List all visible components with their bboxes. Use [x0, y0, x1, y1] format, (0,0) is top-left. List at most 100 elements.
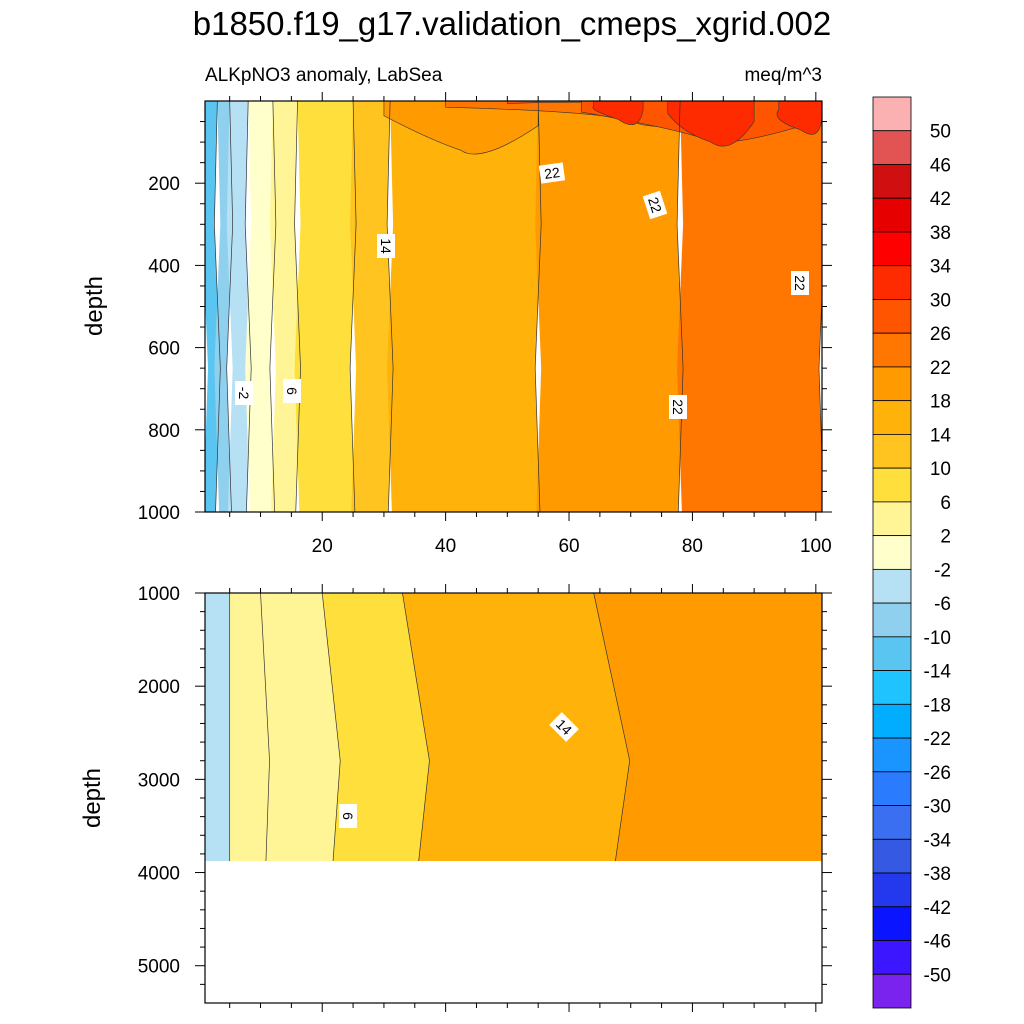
upper-contour-line [386, 101, 394, 512]
contour-label: 22 [642, 190, 668, 220]
colorbar-swatch [872, 467, 912, 503]
lower-contour-line [402, 593, 430, 861]
upper-contour-line [676, 101, 684, 512]
colorbar-swatch [872, 400, 912, 435]
contour-label-text: 22 [645, 195, 665, 215]
contour-label-box [791, 271, 809, 295]
upper-contour-labels: 22 22 14 22 -2 6 22 [235, 162, 809, 419]
colorbar-label: -46 [924, 932, 951, 953]
lower-contour-line [321, 593, 341, 861]
colorbar-swatch [872, 737, 912, 773]
contour-label: 14 [377, 234, 395, 258]
colorbar-label: 6 [940, 493, 951, 514]
y-tick-label: 5000 [138, 957, 180, 978]
lower-fill-band [593, 593, 822, 861]
lower-contour-line [260, 593, 270, 861]
y-tick-label: 200 [148, 174, 180, 195]
colorbar-label: -2 [934, 560, 951, 581]
colorbar-swatch [872, 636, 912, 671]
contour-label-text: 22 [670, 399, 686, 415]
lower-axis-ticks: 1000 2000 3000 4000 5000 [138, 584, 832, 1012]
colorbar-label: 14 [930, 425, 952, 446]
contour-label-box [538, 162, 566, 184]
upper-contour-line [213, 101, 221, 512]
y-tick-label: 2000 [138, 677, 180, 698]
contour-label-box [377, 234, 395, 258]
upper-surface-band [592, 101, 644, 126]
contour-label-text: 6 [340, 812, 356, 820]
colorbar-swatch [872, 602, 912, 638]
colorbar-swatch [872, 535, 912, 570]
lower-fill-band [229, 593, 270, 861]
colorbar-label: 10 [930, 459, 951, 480]
contour-label-text: 6 [284, 387, 300, 395]
colorbar-label: -18 [924, 695, 951, 716]
upper-fill-band [535, 101, 684, 512]
colorbar-label: 22 [930, 358, 951, 379]
contour-label-box [283, 379, 301, 403]
upper-y-axis-title: depth [81, 276, 108, 336]
contour-label: 6 [339, 804, 357, 828]
y-tick-label: 3000 [138, 770, 180, 791]
contour-label: 14 [549, 712, 579, 742]
contour-label: 22 [791, 271, 809, 295]
colorbar-label: 34 [930, 257, 952, 278]
upper-surface-band [667, 101, 755, 147]
colorbar-label: -26 [924, 763, 951, 784]
colorbar-label: 38 [930, 223, 951, 244]
colorbar: 50 46 42 38 34 30 26 22 18 14 10 6 2 -2 -6 -10 -14 -18 -22… [872, 96, 952, 1009]
contour-label-box [642, 190, 668, 220]
contour-label-text: 22 [792, 275, 808, 291]
x-tick-label: 40 [435, 536, 456, 557]
colorbar-swatch [872, 332, 912, 368]
colorbar-label: -22 [924, 729, 951, 750]
upper-fill-band [226, 101, 252, 512]
lower-contour-line [593, 593, 631, 861]
colorbar-swatch [872, 434, 912, 469]
colorbar-swatch [872, 940, 912, 975]
colorbar-label: 26 [930, 324, 951, 345]
chart-subtitle-left: ALKpNO3 anomaly, LabSea [205, 65, 443, 86]
colorbar-swatch [872, 96, 912, 132]
colorbar-label: -6 [934, 594, 951, 615]
upper-contour-line [294, 101, 301, 512]
colorbar-swatch [872, 973, 912, 1009]
contour-label-text: -2 [236, 387, 252, 400]
y-tick-label: 4000 [138, 864, 180, 885]
contour-label: 22 [669, 395, 687, 419]
upper-contour-line [269, 101, 277, 512]
colorbar-swatch [872, 703, 912, 739]
lower-contour-lines [229, 593, 822, 861]
colorbar-swatch [872, 265, 912, 300]
upper-fill-band [677, 101, 822, 512]
upper-contour-line [534, 101, 542, 512]
lower-fill-band [205, 593, 230, 861]
lower-panel: 1000 2000 3000 4000 5000 14 6 depth [79, 584, 832, 1012]
chart-title: b1850.f19_g17.validation_cmeps_xgrid.002 [193, 5, 831, 42]
contour-label-box [339, 804, 357, 828]
contour-label-box [669, 395, 687, 419]
lower-contour-labels: 14 6 [339, 712, 579, 828]
colorbar-label: -50 [924, 965, 951, 986]
x-tick-label: 20 [312, 536, 333, 557]
upper-contour-line [349, 101, 357, 512]
colorbar-swatch [872, 838, 912, 874]
y-tick-label: 400 [148, 256, 180, 277]
colorbar-label: 46 [930, 155, 951, 176]
contour-label: 22 [538, 162, 566, 184]
colorbar-swatch [872, 501, 912, 537]
colorbar-swatch [872, 771, 912, 806]
upper-axis-ticks: 20 40 60 80 100 200 400 600 800 1000 [138, 92, 832, 557]
lower-contour-line [821, 593, 822, 595]
chart-units: meq/m^3 [744, 65, 822, 86]
colorbar-label: -38 [924, 864, 951, 885]
colorbar-swatch [872, 197, 912, 233]
colorbar-swatch [872, 366, 912, 402]
colorbar-label: -10 [924, 628, 951, 649]
contour-label-box [235, 381, 253, 405]
lower-y-axis-title: depth [79, 768, 106, 828]
contour-label: -2 [235, 381, 253, 405]
colorbar-label: 18 [930, 392, 951, 413]
colorbar-swatch [872, 805, 912, 840]
y-tick-label: 1000 [138, 584, 180, 605]
